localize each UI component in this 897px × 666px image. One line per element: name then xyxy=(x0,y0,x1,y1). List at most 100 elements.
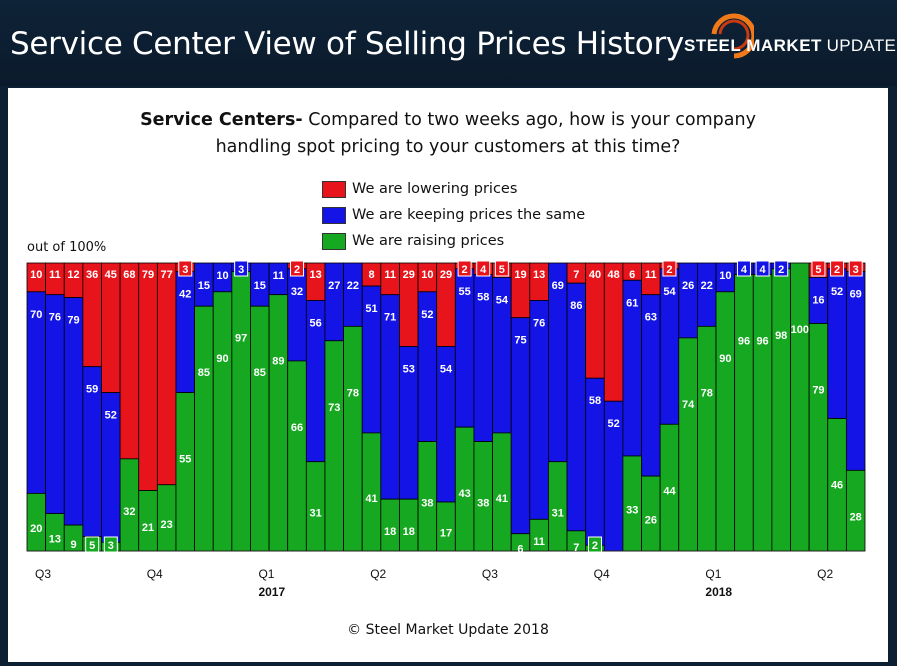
bar-segment-raising xyxy=(697,325,717,552)
question-text-1: Compared to two weeks ago, how is your c… xyxy=(302,110,756,130)
data-label-keeping: 51 xyxy=(365,303,377,315)
bar-segment-raising xyxy=(808,323,829,552)
x-tick-label: Q1 xyxy=(705,567,721,581)
data-label-keeping: 79 xyxy=(67,315,79,327)
data-label-keeping: 75 xyxy=(514,335,526,347)
data-label-lowering: 13 xyxy=(533,269,545,281)
question-line-1: Service Centers- Compared to two weeks a… xyxy=(8,110,888,130)
bar-segment-keeping xyxy=(529,300,549,520)
data-label-box xyxy=(234,260,249,277)
data-label-lowering: 10 xyxy=(30,269,42,281)
data-label-lowering: 10 xyxy=(421,269,433,281)
data-label-keeping: 63 xyxy=(645,312,657,324)
data-label-keeping: 69 xyxy=(552,280,564,292)
x-tick-label: Q2 xyxy=(817,567,833,581)
data-label-raising: 85 xyxy=(198,367,210,379)
data-label-raising: 5 xyxy=(89,540,95,552)
bar-segment-lowering xyxy=(156,262,177,486)
legend-item-keeping: We are keeping prices the same xyxy=(322,205,585,225)
bar-segment-raising xyxy=(417,441,438,552)
data-label-lowering: 5 xyxy=(499,264,505,276)
data-label-raising: 32 xyxy=(123,506,135,518)
data-label-box xyxy=(103,536,118,553)
bar-segment-raising xyxy=(305,461,326,552)
data-label-keeping: 76 xyxy=(49,312,61,324)
data-label-keeping: 3 xyxy=(238,264,244,276)
data-label-raising: 20 xyxy=(30,523,42,535)
data-label-box xyxy=(774,260,789,277)
chart-panel: Service Centers- Compared to two weeks a… xyxy=(8,88,888,662)
data-label-lowering: 6 xyxy=(629,269,635,281)
data-label-keeping: 86 xyxy=(570,300,582,312)
data-label-raising: 100 xyxy=(791,324,809,336)
bar-segment-lowering xyxy=(119,262,140,460)
bar-segment-keeping xyxy=(63,297,84,526)
data-label-keeping: 32 xyxy=(291,286,303,298)
data-label-keeping: 70 xyxy=(30,309,42,321)
data-label-raising: 18 xyxy=(403,526,415,538)
bar-segment-keeping xyxy=(566,282,587,532)
y-axis-note: out of 100% xyxy=(27,240,107,255)
data-label-keeping: 52 xyxy=(421,309,433,321)
bar-segment-keeping xyxy=(324,262,344,342)
x-tick-label: Q4 xyxy=(147,567,163,581)
data-label-keeping: 10 xyxy=(719,270,731,282)
data-label-keeping: 76 xyxy=(533,317,545,329)
bar-segment-lowering xyxy=(138,262,158,491)
bar-segment-keeping xyxy=(697,262,717,327)
bar-segment-raising xyxy=(268,294,289,552)
data-label-raising: 97 xyxy=(235,333,247,345)
data-label-raising: 28 xyxy=(850,512,862,524)
bar-segment-raising xyxy=(845,469,866,552)
bar-segment-raising xyxy=(492,432,512,552)
data-label-box xyxy=(662,260,677,277)
data-label-lowering: 79 xyxy=(142,269,154,281)
data-label-raising: 74 xyxy=(682,399,695,411)
bar-segment-raising xyxy=(380,498,400,552)
x-tick-label: Q3 xyxy=(482,567,498,581)
bar-segment-lowering xyxy=(603,262,624,402)
header-banner: Service Center View of Selling Prices Hi… xyxy=(0,0,897,86)
data-label-keeping: 69 xyxy=(850,289,862,301)
bar-segment-raising xyxy=(548,461,568,552)
data-label-box xyxy=(736,260,751,277)
bar-segment-keeping xyxy=(343,262,363,327)
question-bold: Service Centers- xyxy=(140,110,303,130)
bar-segment-raising xyxy=(473,441,493,552)
logo-bold-text: STEEL MARKET xyxy=(684,36,822,55)
data-label-keeping: 58 xyxy=(589,395,601,407)
data-label-lowering: 36 xyxy=(86,269,98,281)
legend-swatch-blue xyxy=(322,206,346,224)
data-label-lowering: 40 xyxy=(589,269,601,281)
data-label-lowering: 13 xyxy=(310,269,322,281)
x-tick-label: Q2 xyxy=(370,567,386,581)
data-label-keeping: 27 xyxy=(328,280,340,292)
data-label-raising: 31 xyxy=(310,507,322,519)
bar-segment-keeping xyxy=(26,291,47,494)
bar-segment-raising xyxy=(678,337,698,552)
data-label-keeping: 15 xyxy=(198,280,210,292)
data-label-keeping: 53 xyxy=(403,364,415,376)
data-label-keeping: 16 xyxy=(812,294,824,306)
data-label-raising: 66 xyxy=(291,422,303,434)
data-label-lowering: 7 xyxy=(573,269,579,281)
legend-label: We are lowering prices xyxy=(352,181,518,197)
data-label-raising: 9 xyxy=(70,539,76,551)
data-label-keeping: 54 xyxy=(663,286,676,298)
data-label-lowering: 29 xyxy=(403,269,415,281)
bar-segment-raising xyxy=(194,305,214,552)
x-tick-label: Q4 xyxy=(594,567,610,581)
data-label-lowering: 48 xyxy=(607,269,619,281)
bar-segment-raising xyxy=(324,340,344,552)
x-tick-label: Q3 xyxy=(35,567,51,581)
data-label-lowering: 11 xyxy=(49,269,61,281)
x-year-label: 2018 xyxy=(705,585,732,599)
data-label-keeping: 61 xyxy=(626,297,638,309)
steel-market-update-logo: STEEL MARKET UPDATE xyxy=(684,13,896,64)
data-label-box xyxy=(85,536,100,553)
data-label-lowering: 2 xyxy=(666,264,672,276)
data-label-raising: 13 xyxy=(49,533,61,545)
data-label-lowering: 77 xyxy=(161,269,173,281)
logo-arc-icon xyxy=(711,13,754,59)
data-label-raising: 44 xyxy=(663,485,676,497)
